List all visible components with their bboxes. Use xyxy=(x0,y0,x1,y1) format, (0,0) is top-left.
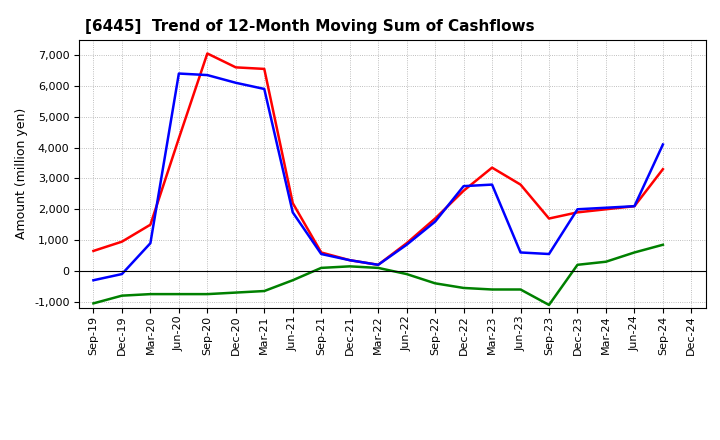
Investing Cashflow xyxy=(289,278,297,283)
Operating Cashflow xyxy=(232,65,240,70)
Investing Cashflow xyxy=(203,291,212,297)
Free Cashflow xyxy=(573,207,582,212)
Free Cashflow xyxy=(487,182,496,187)
Text: [6445]  Trend of 12-Month Moving Sum of Cashflows: [6445] Trend of 12-Month Moving Sum of C… xyxy=(86,19,535,34)
Operating Cashflow xyxy=(487,165,496,170)
Operating Cashflow xyxy=(459,188,468,194)
Free Cashflow xyxy=(289,210,297,215)
Investing Cashflow xyxy=(232,290,240,295)
Operating Cashflow xyxy=(516,182,525,187)
Free Cashflow xyxy=(459,183,468,189)
Investing Cashflow xyxy=(516,287,525,292)
Free Cashflow xyxy=(516,250,525,255)
Operating Cashflow xyxy=(289,201,297,206)
Operating Cashflow xyxy=(374,262,382,268)
Free Cashflow xyxy=(545,251,554,257)
Free Cashflow xyxy=(346,257,354,263)
Free Cashflow xyxy=(203,73,212,78)
Investing Cashflow xyxy=(630,250,639,255)
Investing Cashflow xyxy=(374,265,382,271)
Free Cashflow xyxy=(602,205,611,210)
Investing Cashflow xyxy=(89,301,98,306)
Free Cashflow xyxy=(174,71,183,76)
Free Cashflow xyxy=(117,271,126,277)
Free Cashflow xyxy=(659,142,667,147)
Operating Cashflow xyxy=(630,204,639,209)
Investing Cashflow xyxy=(487,287,496,292)
Operating Cashflow xyxy=(117,239,126,244)
Line: Operating Cashflow: Operating Cashflow xyxy=(94,54,663,265)
Free Cashflow xyxy=(431,219,439,224)
Free Cashflow xyxy=(402,242,411,247)
Operating Cashflow xyxy=(545,216,554,221)
Investing Cashflow xyxy=(117,293,126,298)
Investing Cashflow xyxy=(346,264,354,269)
Line: Free Cashflow: Free Cashflow xyxy=(94,73,663,280)
Free Cashflow xyxy=(232,80,240,85)
Investing Cashflow xyxy=(659,242,667,247)
Operating Cashflow xyxy=(260,66,269,72)
Free Cashflow xyxy=(260,86,269,92)
Operating Cashflow xyxy=(573,210,582,215)
Free Cashflow xyxy=(89,278,98,283)
Free Cashflow xyxy=(317,251,325,257)
Investing Cashflow xyxy=(602,259,611,264)
Investing Cashflow xyxy=(402,271,411,277)
Free Cashflow xyxy=(146,241,155,246)
Investing Cashflow xyxy=(545,302,554,308)
Free Cashflow xyxy=(630,204,639,209)
Free Cashflow xyxy=(374,262,382,268)
Operating Cashflow xyxy=(346,257,354,263)
Investing Cashflow xyxy=(260,288,269,293)
Investing Cashflow xyxy=(146,291,155,297)
Operating Cashflow xyxy=(146,222,155,227)
Investing Cashflow xyxy=(573,262,582,268)
Operating Cashflow xyxy=(659,166,667,172)
Operating Cashflow xyxy=(317,250,325,255)
Operating Cashflow xyxy=(203,51,212,56)
Investing Cashflow xyxy=(459,285,468,290)
Operating Cashflow xyxy=(431,216,439,221)
Operating Cashflow xyxy=(402,241,411,246)
Line: Investing Cashflow: Investing Cashflow xyxy=(94,245,663,305)
Investing Cashflow xyxy=(317,265,325,271)
Y-axis label: Amount (million yen): Amount (million yen) xyxy=(15,108,28,239)
Operating Cashflow xyxy=(174,136,183,141)
Operating Cashflow xyxy=(89,248,98,253)
Investing Cashflow xyxy=(174,291,183,297)
Operating Cashflow xyxy=(602,207,611,212)
Investing Cashflow xyxy=(431,281,439,286)
